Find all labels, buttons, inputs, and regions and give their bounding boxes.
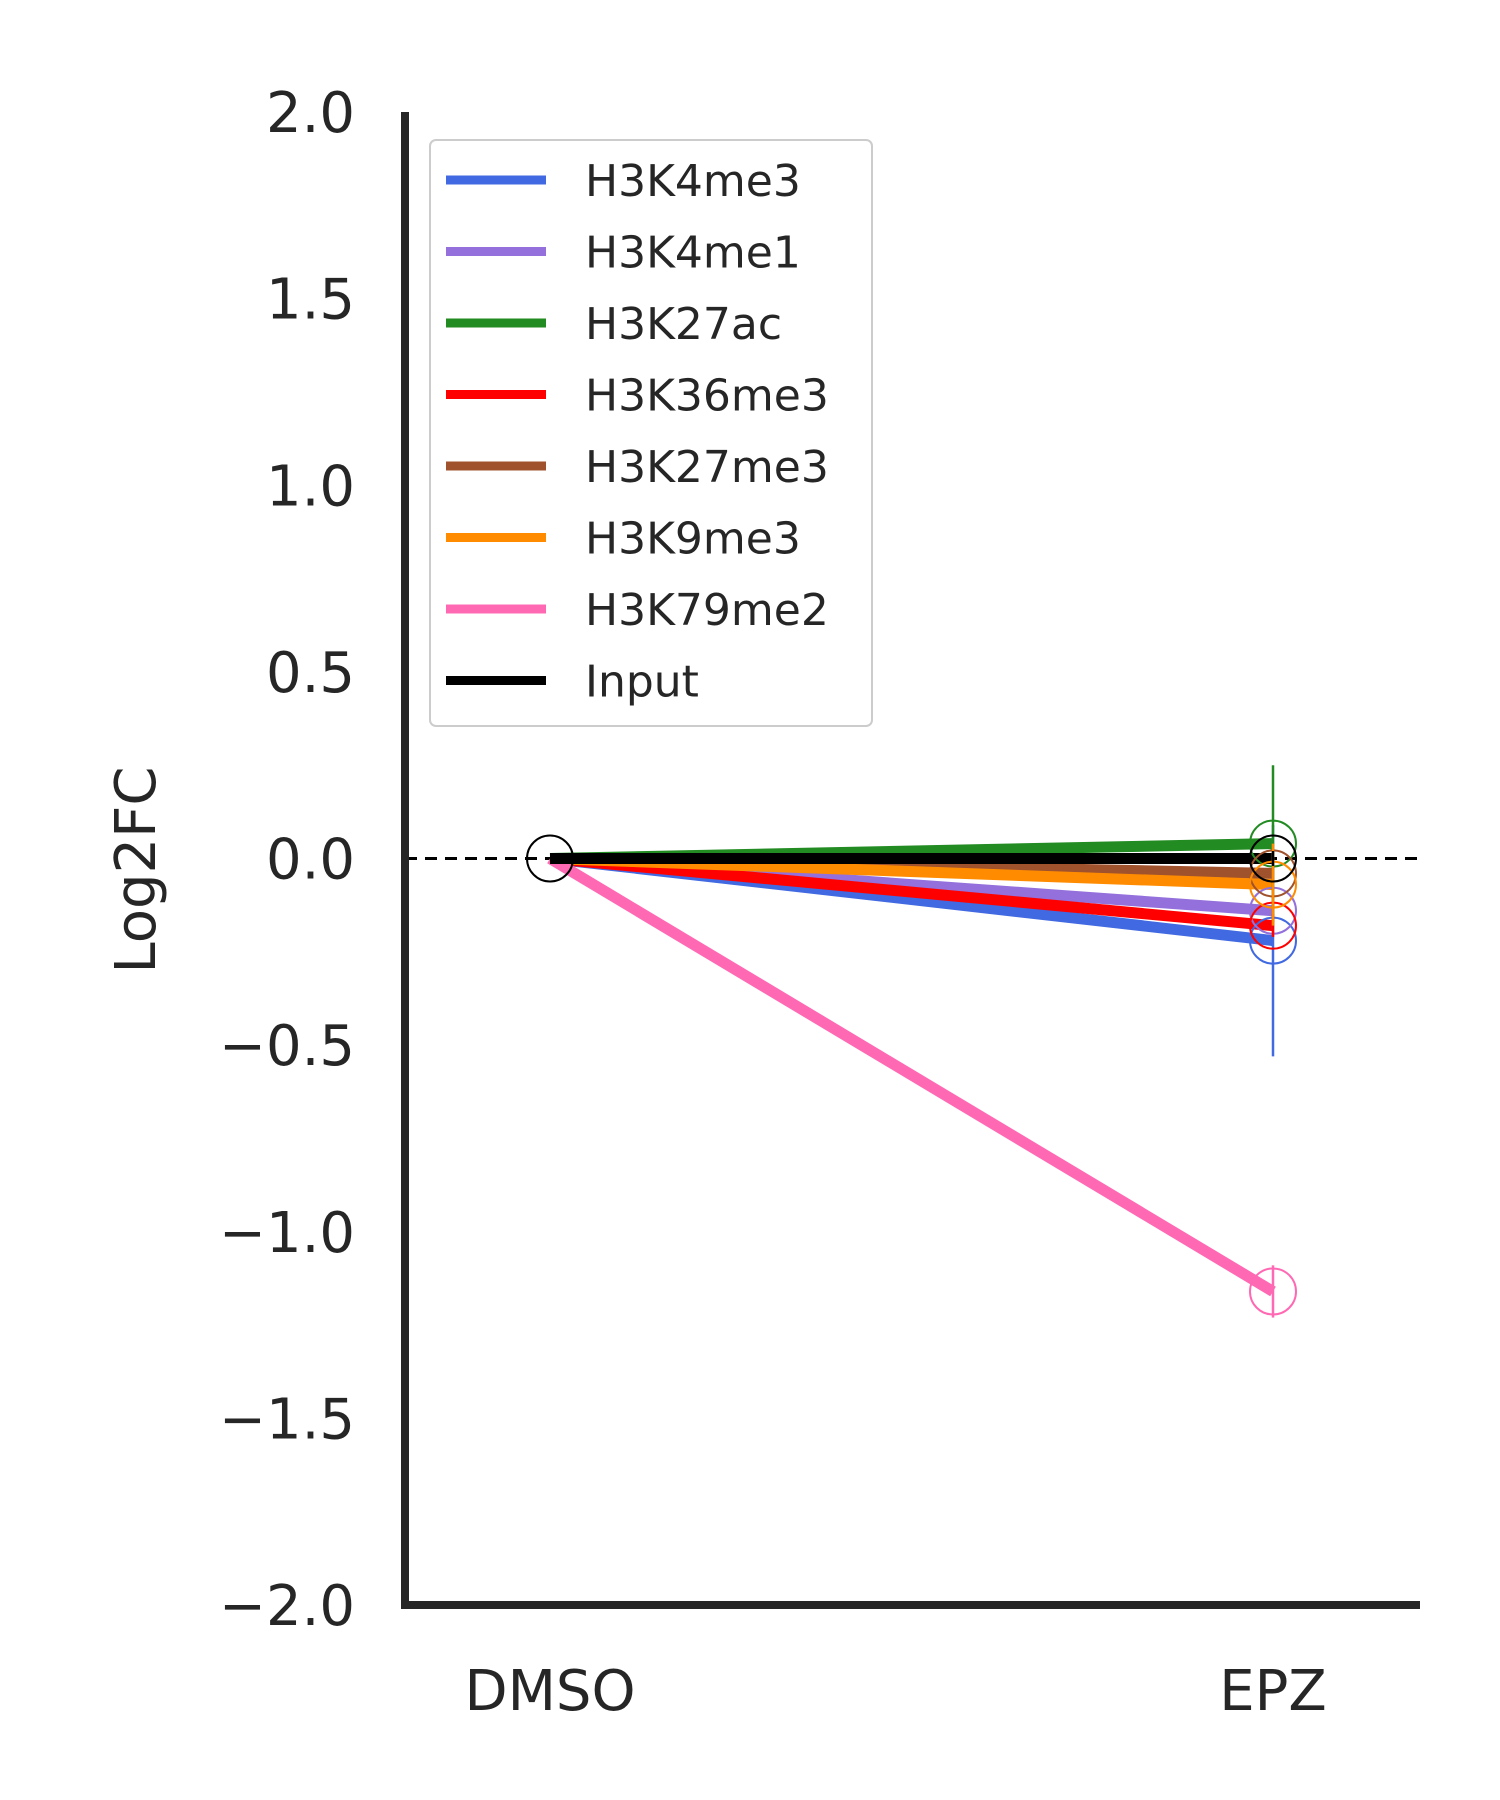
- legend-label-h3k79me2: H3K79me2: [585, 585, 829, 636]
- x-tick-label-epz: EPZ: [1219, 1659, 1327, 1724]
- legend-label-h3k9me3: H3K9me3: [585, 514, 801, 565]
- legend-label-h3k27me3: H3K27me3: [585, 442, 829, 493]
- y-tick-label: −0.5: [219, 1014, 355, 1079]
- y-tick-labels: 2.0 1.5 1.0 0.5 0.0 −0.5 −1.0 −1.5 −2.0: [219, 81, 355, 1639]
- y-tick-label: −2.0: [219, 1574, 355, 1639]
- x-tick-labels: DMSO EPZ: [464, 1659, 1326, 1724]
- legend-label-h3k27ac: H3K27ac: [585, 299, 782, 350]
- marker-dmso: [526, 834, 574, 883]
- legend-box: [429, 139, 873, 727]
- legend: H3K4me3 H3K4me1 H3K27ac H3K36me3 H3K27me3 H3K…: [429, 139, 873, 727]
- y-tick-label: 2.0: [266, 81, 355, 146]
- axes: [401, 112, 1420, 1609]
- markers-group: [526, 765, 1297, 1318]
- series-line-h3k36me3: [549, 853, 1274, 932]
- legend-label-h3k4me1: H3K4me1: [585, 228, 801, 279]
- legend-label-input: Input: [585, 657, 699, 708]
- y-tick-label: −1.5: [219, 1387, 355, 1452]
- marker-input-1: [1249, 834, 1297, 883]
- y-tick-label: 1.5: [266, 268, 355, 333]
- y-tick-label: 0.0: [266, 828, 355, 893]
- y-tick-label: 1.0: [266, 454, 355, 519]
- y-axis-label: Log2FC: [104, 767, 169, 974]
- y-tick-label: 0.5: [266, 641, 355, 706]
- legend-label-h3k36me3: H3K36me3: [585, 371, 829, 422]
- x-tick-label-dmso: DMSO: [464, 1659, 635, 1724]
- legend-label-h3k4me3: H3K4me3: [585, 156, 801, 207]
- y-tick-label: −1.0: [219, 1201, 355, 1266]
- series-line-h3k79me2: [547, 853, 1276, 1297]
- marker-h3k79me2-1: [1249, 1267, 1297, 1316]
- series-group: [547, 838, 1276, 1297]
